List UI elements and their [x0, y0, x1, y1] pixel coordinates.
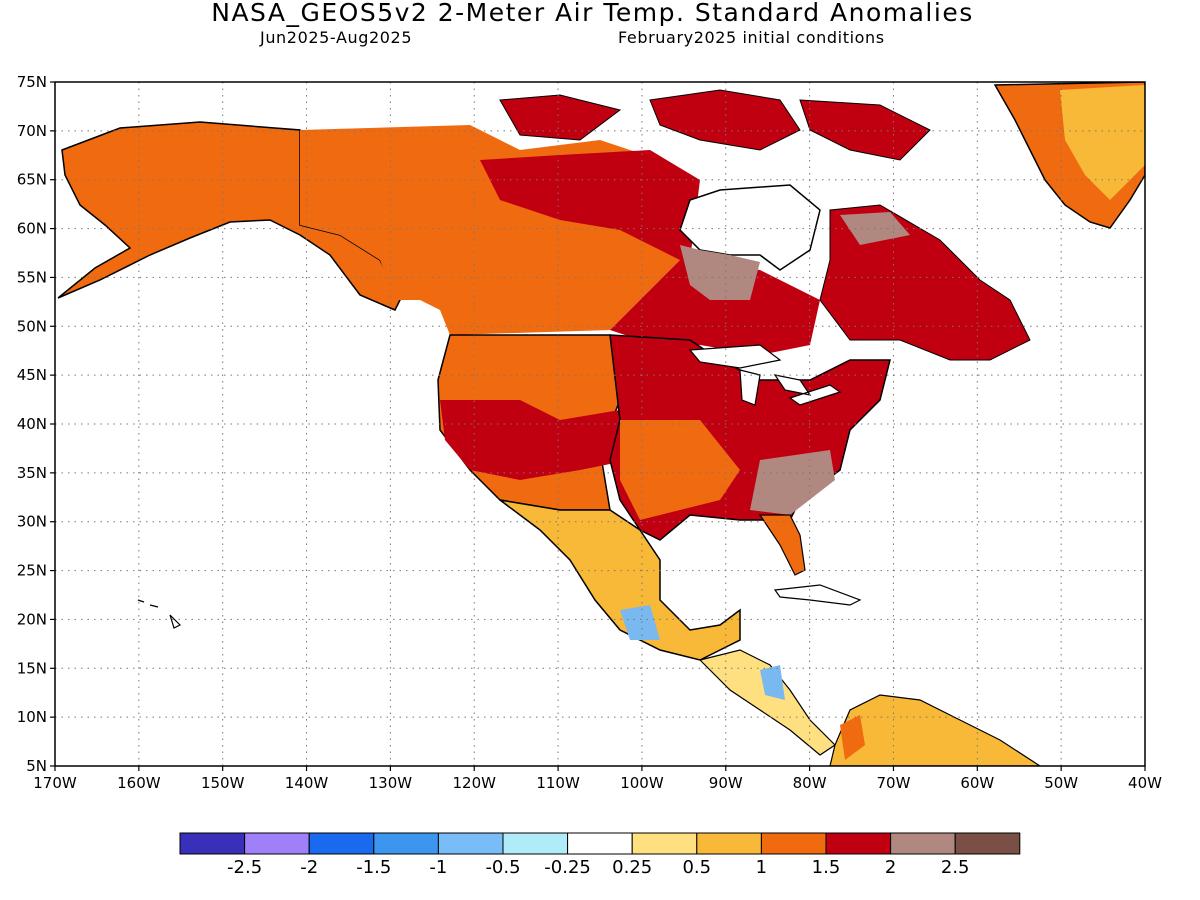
lat-label: 65N — [17, 171, 47, 189]
colorbar-label: -2 — [300, 857, 318, 878]
lon-label: 150W — [201, 774, 245, 792]
colorbar-swatch — [437, 832, 504, 855]
colorbar-swatch — [373, 832, 439, 855]
lon-label: 110W — [536, 774, 580, 792]
greenland-inner — [1060, 85, 1145, 200]
colorbar-swatch — [308, 832, 375, 855]
initial-conditions: February2025 initial conditions — [618, 28, 885, 47]
longitude-labels: 170W 160W 150W 140W 130W 120W 110W 100W 90W 80W 70… — [33, 766, 1162, 792]
lat-label: 25N — [17, 562, 47, 580]
colorbar-label: 1 — [756, 857, 767, 878]
lon-label: 70W — [877, 774, 911, 792]
plains-orange — [620, 420, 740, 520]
lat-label: 70N — [17, 122, 47, 140]
lon-label: 130W — [369, 774, 413, 792]
latitude-labels: 75N 70N 65N 60N 55N 50N 45N 40N 35N 30N 25N 20N 15N 1… — [17, 73, 55, 775]
colorbar-label: -2.5 — [227, 857, 262, 878]
colorbar-label: -0.5 — [485, 857, 520, 878]
colorbar-swatch — [760, 832, 827, 855]
map-title: NASA_GEOS5v2 2-Meter Air Temp. Standard … — [211, 0, 974, 27]
central-america-cool — [760, 665, 785, 700]
colorbar-swatch — [696, 832, 762, 855]
southwest-red — [440, 400, 630, 480]
mexico-region — [499, 499, 741, 661]
lon-label: 140W — [285, 774, 329, 792]
lat-label: 20N — [17, 610, 47, 628]
lat-label: 75N — [17, 73, 47, 91]
eastern-canada-region — [819, 204, 1031, 361]
lat-label: 45N — [17, 366, 47, 384]
colorbar-label: 1.5 — [812, 857, 841, 878]
colorbar-swatch — [825, 832, 892, 855]
colorbar-swatch — [179, 832, 246, 855]
hudson-rim-brown — [680, 245, 760, 300]
great-lakes — [688, 344, 842, 406]
lon-label: 50W — [1044, 774, 1078, 792]
mexico-cool — [620, 605, 660, 640]
lon-label: 90W — [709, 774, 743, 792]
southeast-brown — [750, 450, 835, 515]
hawaii-islands — [137, 599, 182, 629]
colorbar-swatch — [954, 832, 1021, 855]
colorbar-swatch — [890, 832, 956, 855]
arctic-islands-region — [499, 89, 931, 161]
cuba — [773, 584, 862, 606]
lon-label: 160W — [117, 774, 161, 792]
lat-label: 35N — [17, 464, 47, 482]
lon-label: 60W — [960, 774, 994, 792]
map-layer — [57, 82, 1145, 766]
colorbar-label: 2 — [885, 857, 896, 878]
lon-label: 170W — [33, 774, 77, 792]
florida — [758, 514, 806, 576]
lon-label: 100W — [620, 774, 664, 792]
colorbar-label: -0.25 — [544, 857, 591, 878]
colorbar-label: -1 — [429, 857, 447, 878]
colorbar-label: 0.25 — [612, 857, 652, 878]
colorbar-label: 0.5 — [682, 857, 711, 878]
lat-label: 60N — [17, 220, 47, 238]
lat-label: 5N — [26, 757, 47, 775]
lat-label: 55N — [17, 268, 47, 286]
lat-label: 40N — [17, 415, 47, 433]
colorbar-label: 2.5 — [941, 857, 970, 878]
south-america-orange — [840, 715, 865, 760]
lon-label: 120W — [452, 774, 496, 792]
lat-label: 10N — [17, 708, 47, 726]
colorbar: -2.5 -2 -1.5 -1 -0.5 -0.25 0.25 0.5 1 1.5 2 2.5 — [179, 832, 1021, 878]
colorbar-swatch — [631, 832, 698, 855]
colorbar-label: -1.5 — [356, 857, 391, 878]
colorbar-swatch — [244, 832, 310, 855]
lat-label: 15N — [17, 659, 47, 677]
lat-label: 30N — [17, 513, 47, 531]
central-canada-region — [480, 150, 820, 355]
lon-label: 80W — [793, 774, 827, 792]
lon-label: 40W — [1128, 774, 1162, 792]
hudson-bay — [679, 184, 821, 271]
colorbar-swatch — [567, 832, 633, 855]
colorbar-swatch — [502, 832, 569, 855]
lat-label: 50N — [17, 317, 47, 335]
south-america-region — [829, 694, 1042, 766]
forecast-period: Jun2025-Aug2025 — [260, 28, 413, 47]
